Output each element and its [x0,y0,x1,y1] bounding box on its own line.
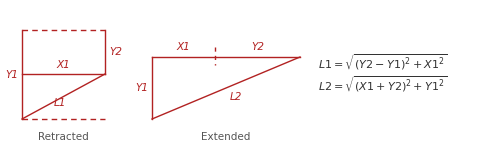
Text: Y1: Y1 [5,69,18,79]
Text: L2: L2 [230,92,242,102]
Text: L1: L1 [53,98,66,109]
Text: Y2: Y2 [251,42,264,52]
Text: $L1 = \sqrt{(Y2-Y1)^2+X1^2}$: $L1 = \sqrt{(Y2-Y1)^2+X1^2}$ [318,52,447,72]
Text: Retracted: Retracted [38,132,89,142]
Text: $L2 = \sqrt{(X1+Y2)^2+Y1^2}$: $L2 = \sqrt{(X1+Y2)^2+Y1^2}$ [318,74,447,94]
Text: Y1: Y1 [135,83,148,93]
Text: X1: X1 [177,42,191,52]
Text: X1: X1 [57,60,71,70]
Text: Y2: Y2 [109,47,122,57]
Text: Extended: Extended [201,132,251,142]
